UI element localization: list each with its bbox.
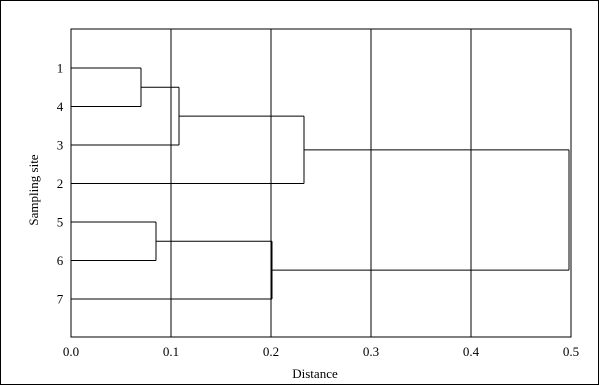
leaf-label: 6 (57, 253, 64, 268)
x-tick-label: 0.2 (263, 344, 279, 359)
x-tick-label: 0.1 (163, 344, 179, 359)
leaf-label: 2 (57, 176, 64, 191)
y-axis-label: Sampling site (26, 154, 41, 225)
x-tick-label: 0.5 (563, 344, 579, 359)
leaf-label: 5 (57, 215, 64, 230)
x-axis-label: Distance (292, 366, 338, 381)
x-tick-label: 0.4 (463, 344, 480, 359)
leaf-label: 4 (57, 99, 64, 114)
y-axis-leaf-labels: 1 4 3 2 5 6 7 (57, 61, 64, 307)
x-tick-label: 0.0 (63, 344, 79, 359)
x-tick-label: 0.3 (363, 344, 379, 359)
leaf-label: 1 (57, 61, 64, 76)
x-axis-tick-labels: 0.0 0.1 0.2 0.3 0.4 0.5 (63, 344, 579, 359)
leaf-label: 3 (57, 138, 64, 153)
leaf-label: 7 (57, 292, 64, 307)
dendrogram-branches (71, 67, 570, 300)
